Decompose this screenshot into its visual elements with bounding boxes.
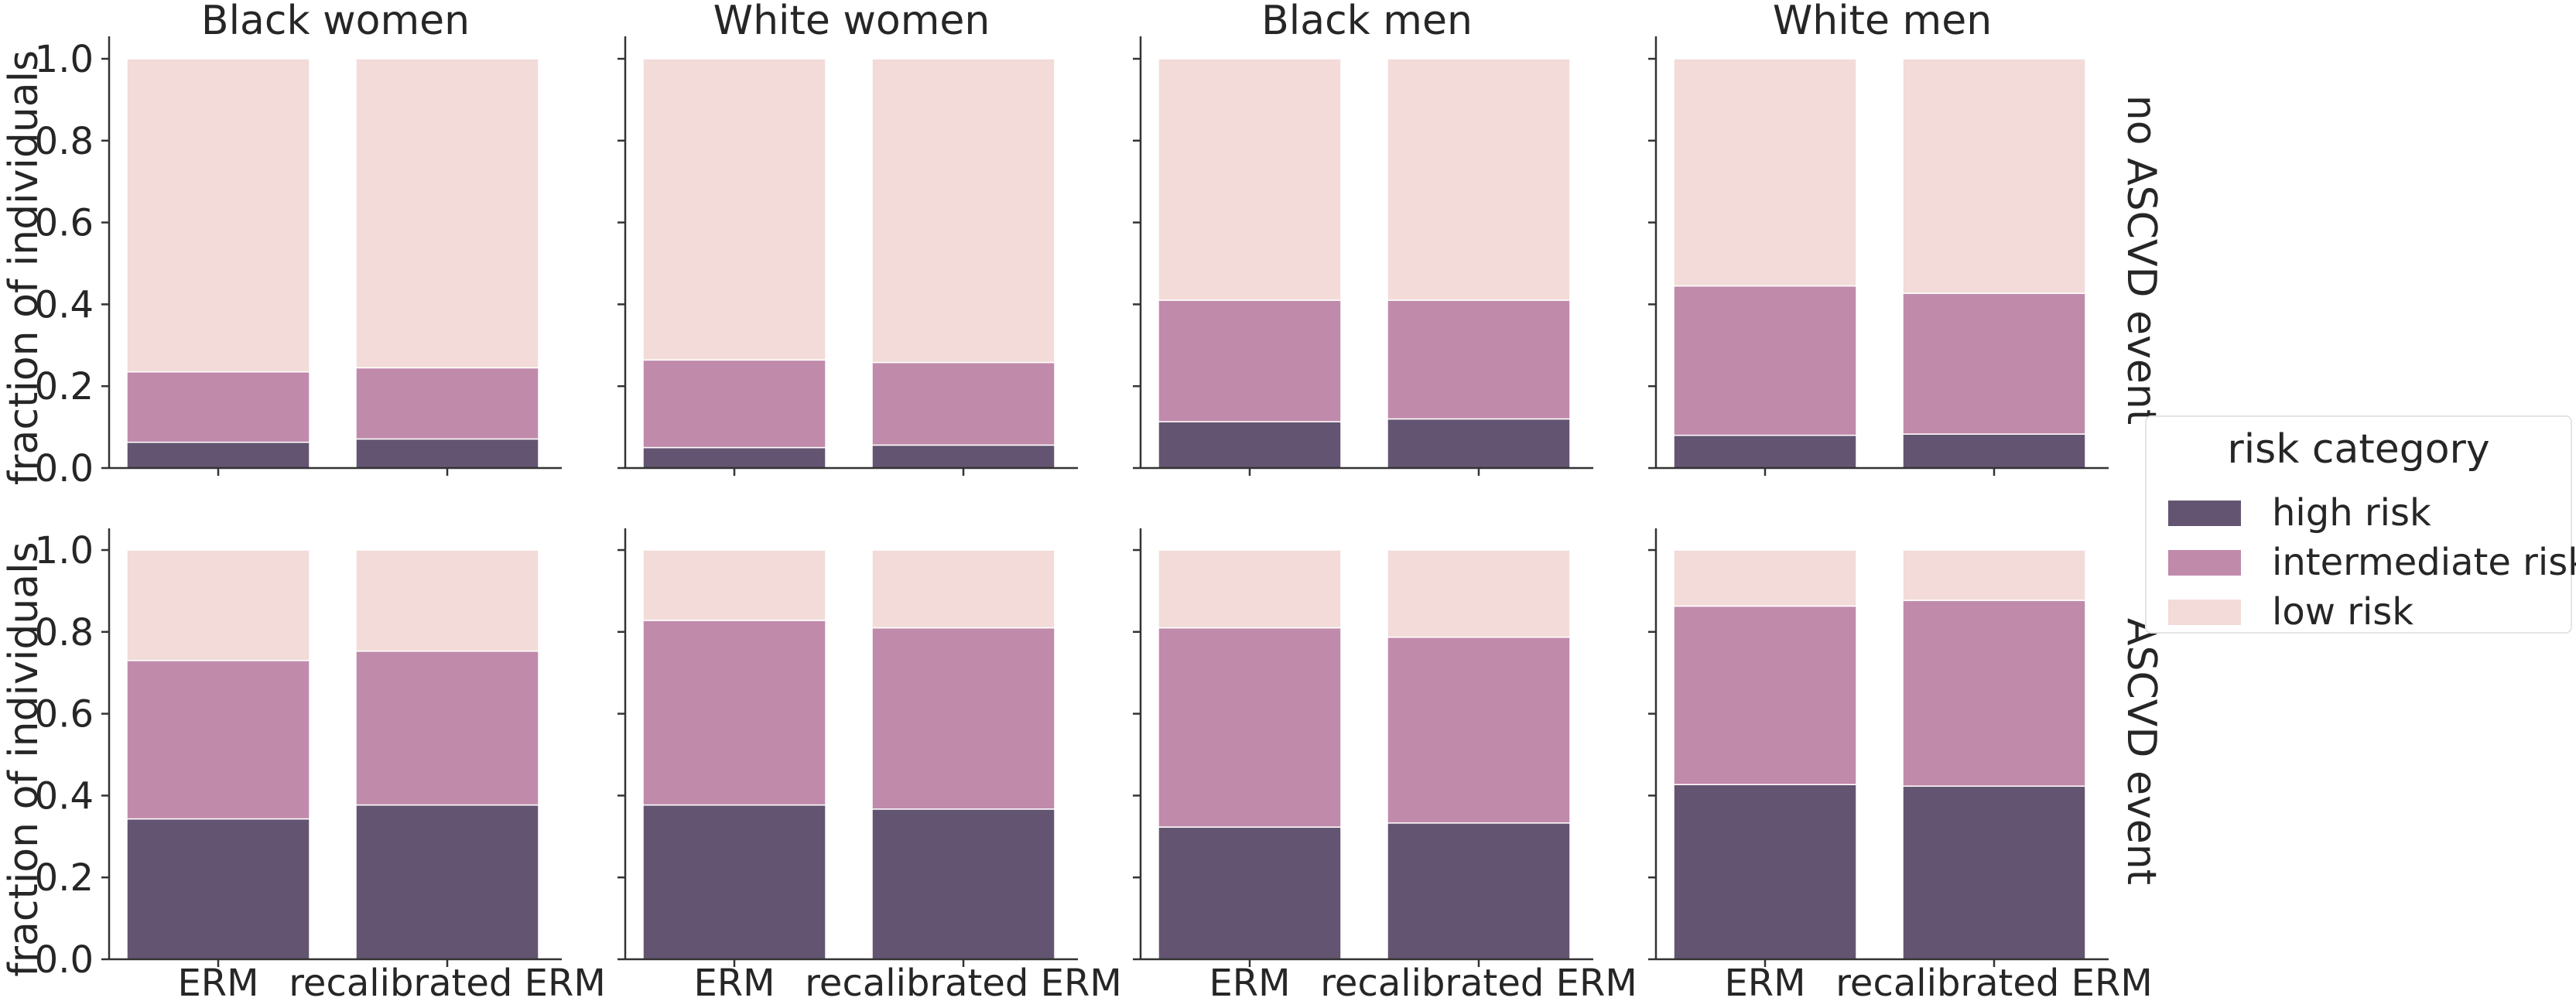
y-axis-label-ascvd-event: fraction of individuals [1,542,47,976]
bar-ascvd-event-black-men-recalibrated-erm-intermediate-risk [1387,636,1571,824]
bar-no-ascvd-event-white-men-recalibrated-erm-high-risk [1902,433,2086,469]
y-tick-label-no-ascvd-event-black-women-2: 0.4 [35,283,94,326]
bar-ascvd-event-black-women-erm-intermediate-risk [126,660,310,820]
y-tick-label-no-ascvd-event-black-women-4: 0.8 [35,120,94,163]
row-title-ascvd-event: ASCVD event [2118,618,2164,885]
bar-no-ascvd-event-white-women-recalibrated-erm-high-risk [871,444,1055,469]
bar-ascvd-event-black-men-erm-intermediate-risk [1158,627,1342,828]
bar-ascvd-event-white-women-erm-intermediate-risk [642,620,826,806]
x-tick-label-ascvd-event-white-men-erm: ERM [1724,962,1805,1005]
bar-ascvd-event-black-women-erm-high-risk [126,818,310,960]
legend-label-intermediate-risk: intermediate risk [2272,541,2576,584]
bar-ascvd-event-black-women-recalibrated-erm-high-risk [355,804,539,960]
column-title-black-women: Black women [201,0,470,44]
y-tick-label-ascvd-event-black-women-3: 0.6 [35,693,94,736]
y-axis-label-no-ascvd-event: fraction of individuals [1,50,47,485]
bar-no-ascvd-event-white-women-erm-low-risk [642,58,826,361]
legend-swatch-intermediate-risk [2168,549,2241,576]
bar-ascvd-event-white-women-erm-high-risk [642,804,826,960]
x-tick-label-ascvd-event-white-women-erm: ERM [693,962,775,1005]
bar-no-ascvd-event-black-men-erm-high-risk [1158,421,1342,469]
y-tick-label-ascvd-event-black-women-2: 0.4 [35,774,94,818]
bar-no-ascvd-event-white-women-recalibrated-erm-low-risk [871,58,1055,364]
y-tick-label-ascvd-event-black-women-1: 0.2 [35,856,94,900]
legend-swatch-high-risk [2168,500,2241,526]
y-tick-label-no-ascvd-event-black-women-5: 1.0 [35,38,94,81]
bar-no-ascvd-event-white-women-erm-intermediate-risk [642,359,826,449]
x-tick-label-ascvd-event-black-men-erm: ERM [1209,962,1290,1005]
bar-ascvd-event-white-men-recalibrated-erm-low-risk [1902,549,2086,601]
bar-ascvd-event-white-women-recalibrated-erm-low-risk [871,549,1055,629]
legend-title: risk category [2227,426,2490,473]
bar-ascvd-event-black-women-recalibrated-erm-intermediate-risk [355,650,539,806]
bar-ascvd-event-white-women-erm-low-risk [642,549,826,621]
column-title-white-women: White women [713,0,990,44]
y-tick-label-ascvd-event-black-women-4: 0.8 [35,611,94,654]
y-tick-label-no-ascvd-event-black-women-0: 0.0 [35,447,94,490]
column-title-black-men: Black men [1261,0,1473,44]
bar-ascvd-event-white-men-recalibrated-erm-intermediate-risk [1902,600,2086,787]
y-tick-label-no-ascvd-event-black-women-1: 0.2 [35,365,94,408]
bar-ascvd-event-black-women-recalibrated-erm-low-risk [355,549,539,652]
bar-ascvd-event-black-men-recalibrated-erm-low-risk [1387,549,1571,638]
x-tick-label-ascvd-event-black-women-recalibrated-erm: recalibrated ERM [289,962,605,1005]
bar-ascvd-event-black-men-erm-high-risk [1158,826,1342,960]
bar-no-ascvd-event-black-women-erm-intermediate-risk [126,371,310,443]
bar-no-ascvd-event-black-men-recalibrated-erm-intermediate-risk [1387,299,1571,420]
legend: risk category high risk intermediate ris… [2145,415,2576,635]
y-tick-label-ascvd-event-black-women-0: 0.0 [35,938,94,982]
bar-ascvd-event-black-women-erm-low-risk [126,549,310,661]
bar-no-ascvd-event-black-men-recalibrated-erm-low-risk [1387,58,1571,301]
y-tick-label-ascvd-event-black-women-5: 1.0 [35,529,94,572]
bar-ascvd-event-white-men-erm-low-risk [1673,549,1857,607]
bar-ascvd-event-white-men-erm-high-risk [1673,784,1857,960]
bar-no-ascvd-event-black-women-erm-low-risk [126,58,310,373]
bar-no-ascvd-event-black-women-recalibrated-erm-intermediate-risk [355,367,539,440]
bar-no-ascvd-event-white-women-erm-high-risk [642,446,826,469]
bar-ascvd-event-black-men-recalibrated-erm-high-risk [1387,822,1571,960]
bar-no-ascvd-event-white-men-recalibrated-erm-intermediate-risk [1902,292,2086,435]
bar-no-ascvd-event-white-men-erm-high-risk [1673,434,1857,469]
legend-item-low-risk: low risk [2168,589,2414,635]
bar-ascvd-event-white-women-recalibrated-erm-high-risk [871,808,1055,960]
legend-swatch-low-risk [2168,599,2241,625]
bar-ascvd-event-black-men-erm-low-risk [1158,549,1342,629]
bar-no-ascvd-event-black-men-recalibrated-erm-high-risk [1387,418,1571,469]
bar-no-ascvd-event-black-women-erm-high-risk [126,441,310,469]
bar-ascvd-event-white-women-recalibrated-erm-intermediate-risk [871,627,1055,810]
bar-ascvd-event-white-men-recalibrated-erm-high-risk [1902,785,2086,960]
bar-no-ascvd-event-black-men-erm-intermediate-risk [1158,299,1342,422]
x-tick-label-ascvd-event-white-women-recalibrated-erm: recalibrated ERM [805,962,1121,1005]
bar-ascvd-event-white-men-erm-intermediate-risk [1673,605,1857,785]
legend-item-high-risk: high risk [2168,490,2431,536]
bar-no-ascvd-event-white-men-erm-low-risk [1673,58,1857,287]
bar-no-ascvd-event-black-men-erm-low-risk [1158,58,1342,301]
bar-no-ascvd-event-white-women-recalibrated-erm-intermediate-risk [871,361,1055,446]
column-title-white-men: White men [1773,0,1992,44]
x-tick-label-ascvd-event-white-men-recalibrated-erm: recalibrated ERM [1835,962,2152,1005]
x-tick-label-ascvd-event-black-women-erm: ERM [177,962,258,1005]
bar-no-ascvd-event-black-women-recalibrated-erm-high-risk [355,438,539,469]
bar-no-ascvd-event-white-men-erm-intermediate-risk [1673,285,1857,436]
bar-no-ascvd-event-white-men-recalibrated-erm-low-risk [1902,58,2086,294]
bar-no-ascvd-event-black-women-recalibrated-erm-low-risk [355,58,539,369]
y-tick-label-no-ascvd-event-black-women-3: 0.6 [35,202,94,245]
x-tick-label-ascvd-event-black-men-recalibrated-erm: recalibrated ERM [1320,962,1637,1005]
legend-label-high-risk: high risk [2272,491,2431,535]
row-title-no-ascvd-event: no ASCVD event [2118,95,2164,425]
legend-item-intermediate-risk: intermediate risk [2168,539,2576,586]
legend-label-low-risk: low risk [2272,590,2414,634]
